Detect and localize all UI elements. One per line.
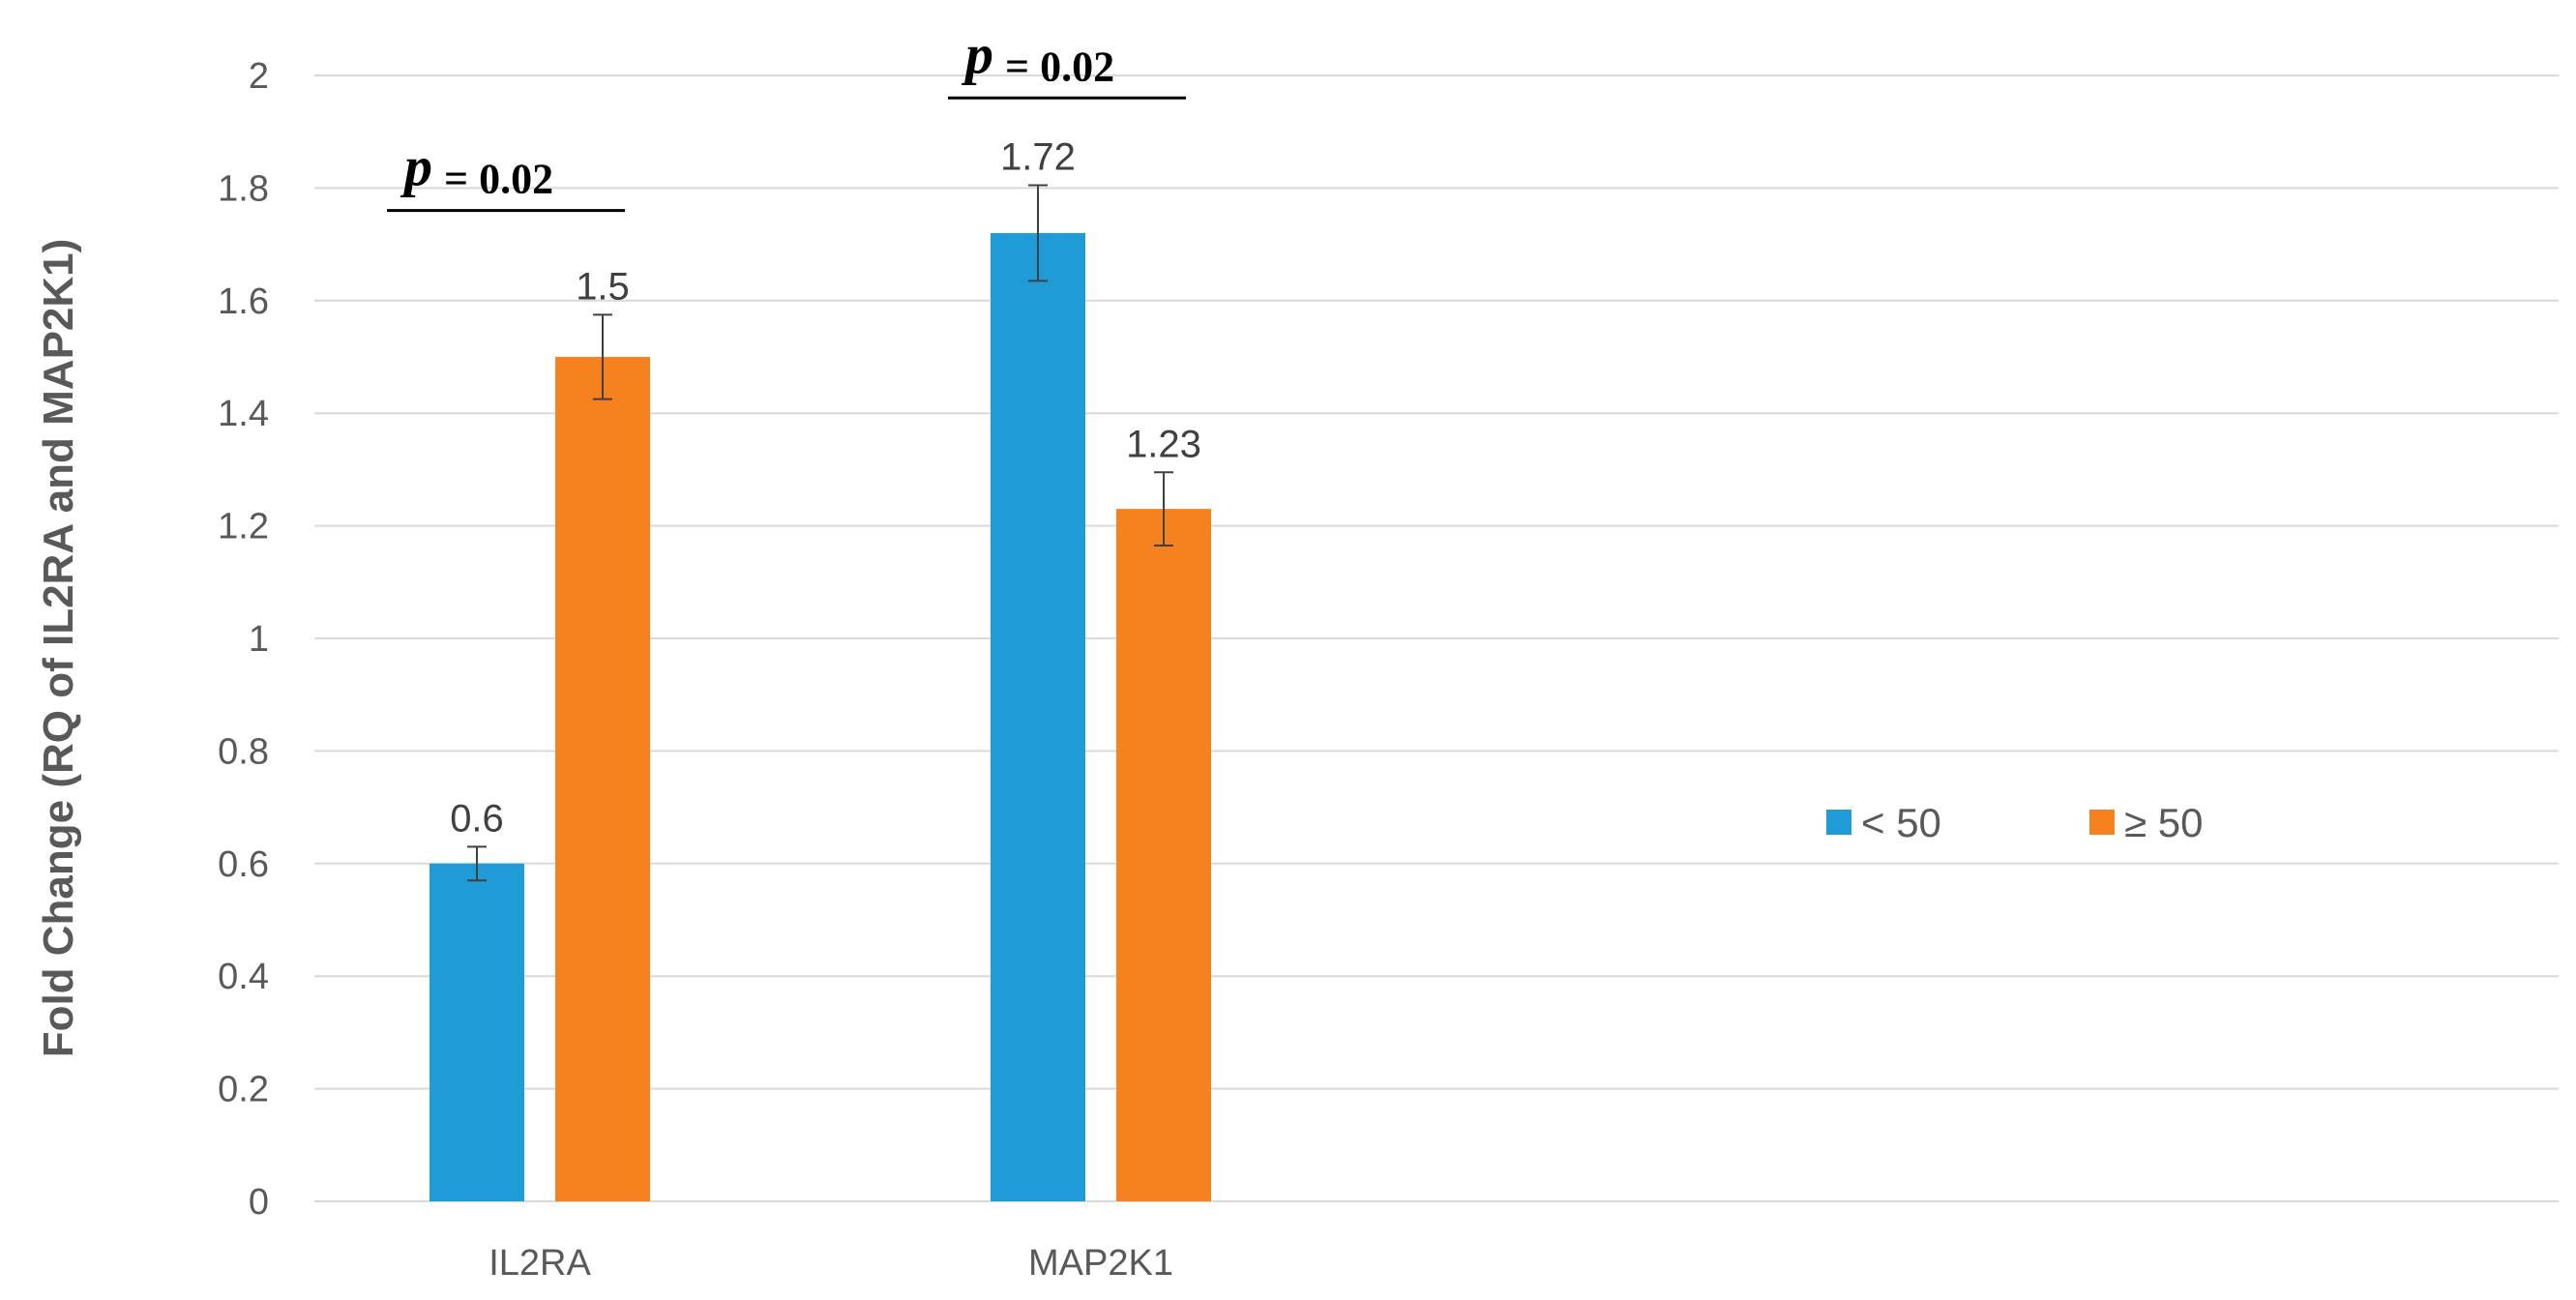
data-label: 1.23 xyxy=(1126,423,1201,465)
bar xyxy=(429,863,524,1201)
y-tick-label: 1.6 xyxy=(218,281,269,322)
bar xyxy=(1116,509,1211,1201)
y-tick-label: 1.4 xyxy=(218,394,269,434)
bar xyxy=(991,232,1085,1201)
data-label: 1.72 xyxy=(1000,135,1076,178)
data-label: 1.5 xyxy=(576,265,630,308)
p-value: = 0.02 xyxy=(444,156,553,203)
x-tick-label: MAP2K1 xyxy=(1028,1243,1173,1284)
y-tick-label: 0 xyxy=(249,1182,269,1223)
p-value-label: p = 0.02 xyxy=(400,135,553,203)
legend-label: < 50 xyxy=(1861,800,1941,845)
legend: < 50 ≥ 50 xyxy=(1826,800,2203,845)
bars xyxy=(429,232,1211,1201)
bar xyxy=(555,357,650,1201)
y-tick-label: 2 xyxy=(249,56,269,97)
error-bars xyxy=(467,184,1173,882)
data-labels: 0.6 1.5 1.72 1.23 xyxy=(450,135,1201,840)
y-tick-label: 1.2 xyxy=(218,507,269,547)
x-axis: IL2RA MAP2K1 xyxy=(489,1243,1173,1284)
gridlines xyxy=(314,74,2559,1202)
y-tick-label: 0.6 xyxy=(218,844,269,885)
y-axis: 0 0.2 0.4 0.6 0.8 1 1.2 1.4 1.6 1.8 2 xyxy=(218,56,269,1223)
data-label: 0.6 xyxy=(450,797,504,840)
p-symbol: p xyxy=(961,22,993,85)
y-tick-label: 0.2 xyxy=(218,1070,269,1110)
legend-label: ≥ 50 xyxy=(2124,800,2203,845)
p-value-label: p = 0.02 xyxy=(961,22,1114,90)
y-tick-label: 1 xyxy=(249,619,269,660)
p-value: = 0.02 xyxy=(1005,43,1114,90)
y-tick-label: 0.8 xyxy=(218,731,269,772)
legend-swatch xyxy=(1826,810,1851,835)
legend-swatch xyxy=(2089,810,2115,835)
y-axis-title: Fold Change (RQ of IL2RA and MAP2K1) xyxy=(35,239,82,1058)
y-tick-label: 0.4 xyxy=(218,957,269,997)
y-tick-label: 1.8 xyxy=(218,168,269,209)
p-symbol: p xyxy=(400,135,432,198)
significance-annotations: p = 0.02 p = 0.02 xyxy=(387,22,1186,213)
x-tick-label: IL2RA xyxy=(489,1243,591,1284)
